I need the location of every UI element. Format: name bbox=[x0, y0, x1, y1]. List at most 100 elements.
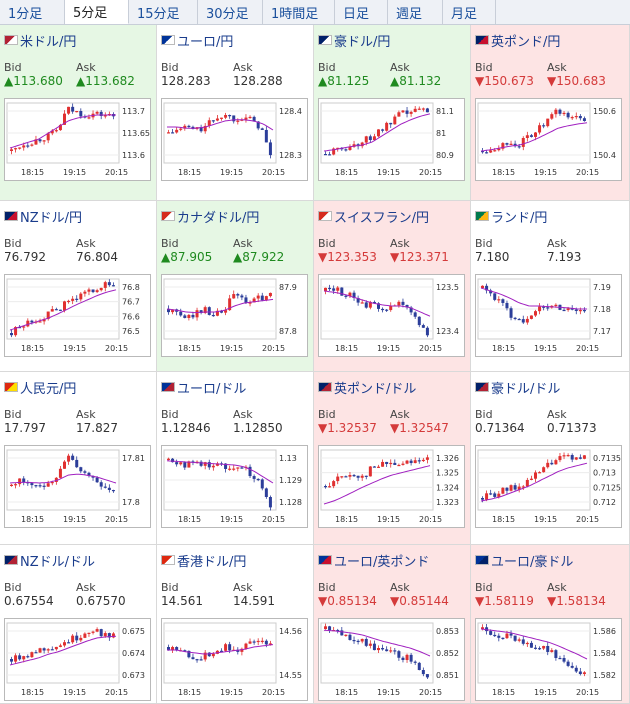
candle-body bbox=[268, 643, 272, 645]
candle-body bbox=[485, 493, 489, 500]
candle-body bbox=[352, 639, 356, 642]
candle-body bbox=[489, 631, 493, 635]
currency-card[interactable]: 香港ドル/円 Bid Ask 14.561 14.591 14.56 14.55 18:15 1… bbox=[157, 545, 314, 704]
pair-title-link[interactable]: ユーロ/ドル bbox=[161, 379, 246, 397]
candle-body bbox=[372, 136, 376, 141]
mini-candlestick-chart[interactable]: 7.19 7.18 7.17 18:15 19:15 20:15 bbox=[475, 274, 622, 357]
currency-card[interactable]: NZドル/円 Bid Ask 76.792 76.804 76.8 76.7 76.6 76.5… bbox=[0, 201, 157, 372]
tab-0[interactable]: 1分足 bbox=[0, 0, 65, 24]
pair-title-link[interactable]: ユーロ/英ポンド bbox=[318, 552, 429, 570]
tab-7[interactable]: 月足 bbox=[443, 0, 496, 24]
pair-title-link[interactable]: ユーロ/円 bbox=[161, 32, 233, 50]
x-tick-label: 18:15 bbox=[335, 515, 358, 524]
candle-body bbox=[103, 115, 107, 117]
mini-candlestick-chart[interactable]: 76.8 76.7 76.6 76.5 18:15 19:15 20:15 bbox=[4, 274, 151, 357]
tab-1[interactable]: 5分足 bbox=[65, 0, 129, 24]
tab-4[interactable]: 1時間足 bbox=[263, 0, 335, 24]
currency-card[interactable]: NZドル/ドル Bid Ask 0.67554 0.67570 0.675 0.674 0.6… bbox=[0, 545, 157, 704]
candle-body bbox=[42, 140, 46, 142]
candle-body bbox=[187, 461, 191, 468]
pair-title-link[interactable]: 豪ドル/ドル bbox=[475, 379, 560, 397]
currency-card[interactable]: スイスフラン/円 Bid Ask ▼123.353 ▼123.371 123.5 123.4… bbox=[314, 201, 471, 372]
currency-card[interactable]: ユーロ/豪ドル Bid Ask ▼1.58119 ▼1.58134 1.586 1.584 1… bbox=[471, 545, 630, 704]
bid-value: 1.12846 bbox=[161, 421, 211, 435]
ask-value: 1.12850 bbox=[233, 421, 283, 435]
currency-card[interactable]: 米ドル/円 Bid Ask ▲113.680 ▲113.682 113.7 113.65 11… bbox=[0, 25, 157, 201]
mini-candlestick-chart[interactable]: 1.586 1.584 1.582 18:15 19:15 20:15 bbox=[475, 618, 622, 701]
currency-card[interactable]: 人民元/円 Bid Ask 17.797 17.827 17.81 17.8 18:15 19:… bbox=[0, 372, 157, 545]
candle-body bbox=[521, 639, 525, 644]
x-tick-label: 19:15 bbox=[377, 515, 400, 524]
x-tick-label: 18:15 bbox=[492, 688, 515, 697]
candle-body bbox=[46, 133, 50, 141]
candle-body bbox=[578, 671, 582, 675]
candle-body bbox=[529, 478, 533, 480]
candle-body bbox=[211, 120, 215, 122]
candle-body bbox=[199, 461, 203, 466]
mini-candlestick-chart[interactable]: 113.7 113.65 113.6 18:15 19:15 20:15 bbox=[4, 98, 151, 181]
mini-candlestick-chart[interactable]: 0.675 0.674 0.673 18:15 19:15 20:15 bbox=[4, 618, 151, 701]
mini-candlestick-chart[interactable]: 1.326 1.325 1.324 1.323 18:15 19:15 20:15 bbox=[318, 445, 465, 528]
x-tick-label: 20:15 bbox=[105, 688, 128, 697]
mini-candlestick-chart[interactable]: 128.4 128.3 18:15 19:15 20:15 bbox=[161, 98, 308, 181]
candle-body bbox=[574, 116, 578, 118]
pair-title-link[interactable]: 英ポンド/円 bbox=[475, 32, 560, 50]
candle-body bbox=[87, 632, 91, 634]
pair-title-link[interactable]: 豪ドル/円 bbox=[318, 32, 390, 50]
mini-candlestick-chart[interactable]: 123.5 123.4 18:15 19:15 20:15 bbox=[318, 274, 465, 357]
pair-title-link[interactable]: 香港ドル/円 bbox=[161, 552, 246, 570]
mini-candlestick-chart[interactable]: 14.56 14.55 18:15 19:15 20:15 bbox=[161, 618, 308, 701]
currency-card[interactable]: ユーロ/円 Bid Ask 128.283 128.288 128.4 128.3 18:15… bbox=[157, 25, 314, 201]
flag-icon bbox=[475, 555, 489, 565]
currency-card[interactable]: ランド/円 Bid Ask 7.180 7.193 7.19 7.18 7.17 18:15 19… bbox=[471, 201, 630, 372]
pair-title-link[interactable]: NZドル/ドル bbox=[4, 552, 95, 570]
mini-candlestick-chart[interactable]: 87.9 87.8 18:15 19:15 20:15 bbox=[161, 274, 308, 357]
pair-title-link[interactable]: スイスフラン/円 bbox=[318, 208, 429, 226]
x-tick-label: 20:15 bbox=[262, 515, 285, 524]
currency-card[interactable]: ユーロ/英ポンド Bid Ask ▼0.85134 ▼0.85144 0.853 0.852… bbox=[314, 545, 471, 704]
candle-body bbox=[570, 308, 574, 310]
y-tick-label: 1.129 bbox=[279, 476, 302, 485]
ask-value: 0.71373 bbox=[547, 421, 597, 435]
tab-3[interactable]: 30分足 bbox=[198, 0, 263, 24]
mini-candlestick-chart[interactable]: 150.6 150.4 18:15 19:15 20:15 bbox=[475, 98, 622, 181]
candle-body bbox=[22, 656, 26, 660]
pair-title-link[interactable]: NZドル/円 bbox=[4, 208, 82, 226]
ask-value: ▲87.922 bbox=[233, 250, 285, 264]
mini-candlestick-chart[interactable]: 17.81 17.8 18:15 19:15 20:15 bbox=[4, 445, 151, 528]
pair-title-link[interactable]: ユーロ/豪ドル bbox=[475, 552, 573, 570]
pair-title-link[interactable]: カナダドル/円 bbox=[161, 208, 259, 226]
candle-body bbox=[87, 117, 91, 119]
currency-card[interactable]: 英ポンド/円 Bid Ask ▼150.673 ▼150.683 150.6 150.4 18… bbox=[471, 25, 630, 201]
candle-body bbox=[356, 475, 360, 478]
currency-card[interactable]: ユーロ/ドル Bid Ask 1.12846 1.12850 1.13 1.129 1.128… bbox=[157, 372, 314, 545]
bid-label: Bid bbox=[161, 408, 179, 421]
pair-title-link[interactable]: ランド/円 bbox=[475, 208, 547, 226]
tab-5[interactable]: 日足 bbox=[335, 0, 388, 24]
candle-body bbox=[578, 457, 582, 459]
mini-candlestick-chart[interactable]: 81.1 81 80.9 18:15 19:15 20:15 bbox=[318, 98, 465, 181]
pair-title-link[interactable]: 米ドル/円 bbox=[4, 32, 76, 50]
mini-candlestick-chart[interactable]: 0.853 0.852 0.851 18:15 19:15 20:15 bbox=[318, 618, 465, 701]
y-tick-label: 150.4 bbox=[593, 151, 616, 160]
candle-body bbox=[397, 464, 401, 467]
candle-body bbox=[554, 650, 558, 658]
pair-title-link[interactable]: 英ポンド/ドル bbox=[318, 379, 416, 397]
candle-body bbox=[260, 479, 264, 489]
tab-2[interactable]: 15分足 bbox=[129, 0, 198, 24]
candle-body bbox=[103, 282, 107, 288]
currency-card[interactable]: カナダドル/円 Bid Ask ▲87.905 ▲87.922 87.9 87.8 18:15… bbox=[157, 201, 314, 372]
candle-body bbox=[401, 463, 405, 465]
pair-title-link[interactable]: 人民元/円 bbox=[4, 379, 76, 397]
candle-body bbox=[554, 304, 558, 307]
mini-candlestick-chart[interactable]: 0.7135 0.713 0.7125 0.712 18:15 19:15 20:15 bbox=[475, 445, 622, 528]
y-tick-label: 1.582 bbox=[593, 671, 616, 680]
currency-card[interactable]: 豪ドル/円 Bid Ask ▲81.125 ▲81.132 81.1 81 80.9 18:15… bbox=[314, 25, 471, 201]
tab-6[interactable]: 週足 bbox=[388, 0, 443, 24]
mini-candlestick-chart[interactable]: 1.13 1.129 1.128 18:15 19:15 20:15 bbox=[161, 445, 308, 528]
x-tick-label: 19:15 bbox=[534, 688, 557, 697]
currency-card[interactable]: 英ポンド/ドル Bid Ask ▼1.32537 ▼1.32547 1.326 1.325 1… bbox=[314, 372, 471, 545]
currency-card[interactable]: 豪ドル/ドル Bid Ask 0.71364 0.71373 0.7135 0.713 0.7… bbox=[471, 372, 630, 545]
bid-label: Bid bbox=[475, 408, 493, 421]
candle-body bbox=[489, 150, 493, 153]
